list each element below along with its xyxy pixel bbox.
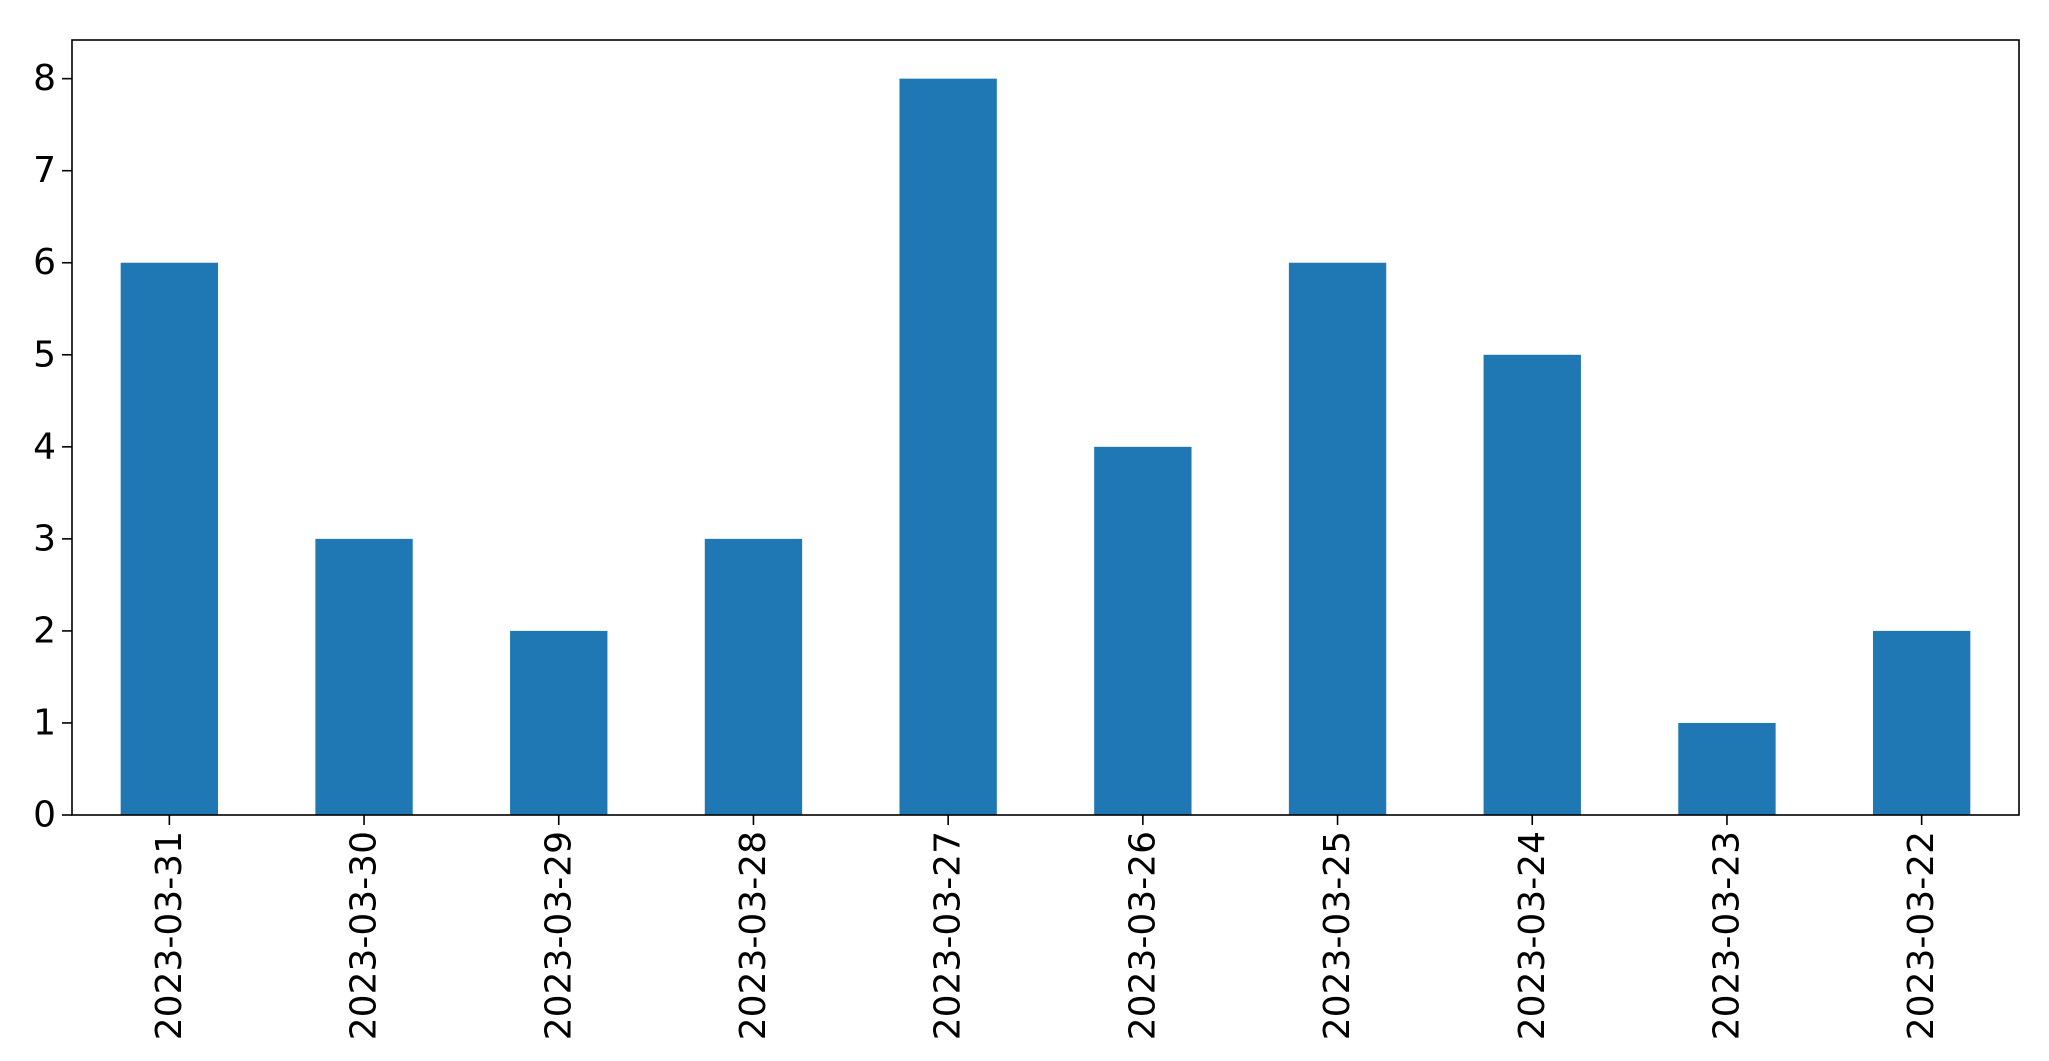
bar-2023-03-24 bbox=[1483, 354, 1581, 815]
bar-2023-03-22 bbox=[1872, 630, 1971, 815]
y-axis: 0 1 2 3 4 5 6 7 8 bbox=[33, 58, 72, 836]
bar-2023-03-28 bbox=[704, 538, 803, 815]
y-tick-label: 2 bbox=[33, 610, 56, 651]
x-tick-label: 2023-03-26 bbox=[1122, 831, 1163, 1040]
y-tick-label: 4 bbox=[33, 426, 56, 467]
x-tick-label: 2023-03-24 bbox=[1512, 831, 1553, 1040]
y-tick-label: 7 bbox=[33, 150, 56, 191]
x-tick-label: 2023-03-29 bbox=[538, 831, 579, 1040]
x-tick-label: 2023-03-31 bbox=[149, 831, 190, 1040]
bar-2023-03-26 bbox=[1094, 446, 1192, 815]
bar-2023-03-27 bbox=[899, 78, 997, 815]
bar-2023-03-30 bbox=[315, 538, 413, 815]
y-tick-label: 3 bbox=[33, 518, 56, 559]
y-tick-label: 5 bbox=[33, 334, 56, 375]
x-tick-label: 2023-03-22 bbox=[1901, 831, 1942, 1040]
bars-group bbox=[120, 78, 1971, 815]
x-tick-label: 2023-03-30 bbox=[344, 831, 385, 1040]
bar-2023-03-25 bbox=[1288, 262, 1387, 815]
x-tick-label: 2023-03-25 bbox=[1317, 831, 1358, 1040]
bar-2023-03-31 bbox=[120, 262, 219, 815]
plot-frame bbox=[71, 39, 2020, 816]
x-axis: 2023-03-31 2023-03-30 2023-03-29 2023-03-28… bbox=[149, 815, 1942, 1040]
x-tick-label: 2023-03-27 bbox=[928, 831, 969, 1040]
y-tick-label: 1 bbox=[33, 702, 56, 743]
x-tick-label: 2023-03-23 bbox=[1706, 831, 1747, 1040]
y-tick-label: 6 bbox=[33, 242, 56, 283]
x-tick-label: 2023-03-28 bbox=[733, 831, 774, 1040]
bar-2023-03-23 bbox=[1678, 722, 1776, 815]
y-tick-label: 8 bbox=[33, 58, 56, 99]
y-tick-label: 0 bbox=[33, 795, 56, 836]
bar-2023-03-29 bbox=[510, 630, 608, 815]
